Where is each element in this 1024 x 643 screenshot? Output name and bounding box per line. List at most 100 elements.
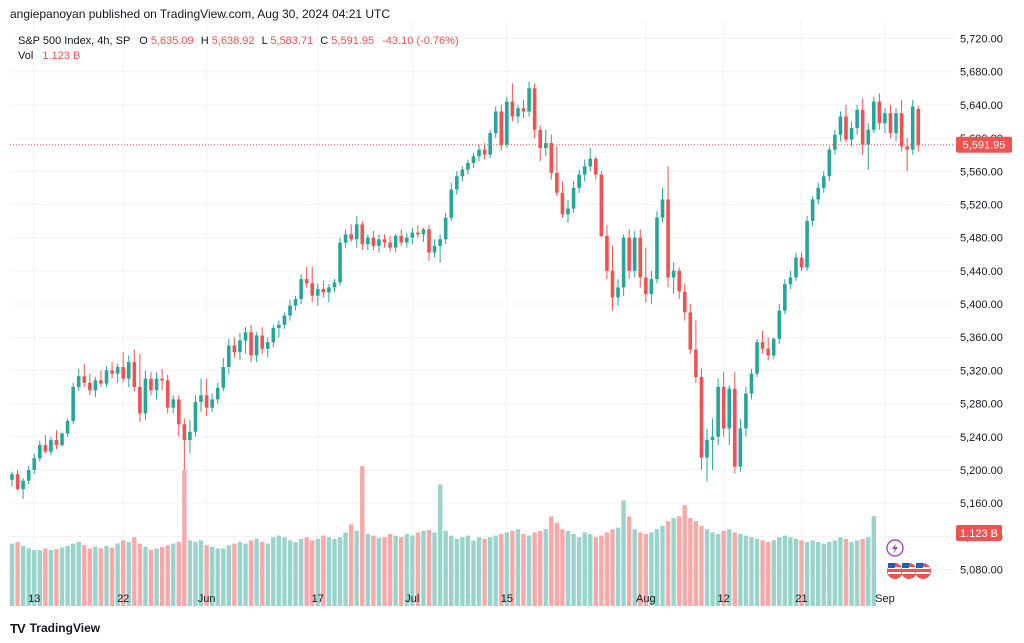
candle[interactable] — [755, 338, 759, 378]
candle[interactable] — [427, 225, 431, 261]
candle[interactable] — [154, 372, 159, 400]
candle[interactable] — [99, 370, 103, 387]
candle[interactable] — [138, 353, 142, 422]
candle[interactable] — [577, 169, 581, 193]
candle[interactable] — [10, 471, 14, 487]
candlesticks[interactable] — [10, 81, 921, 499]
candle[interactable] — [827, 146, 832, 182]
candle[interactable] — [482, 143, 487, 160]
candle[interactable] — [238, 333, 242, 361]
candle[interactable] — [699, 368, 704, 470]
event-markers[interactable] — [886, 539, 931, 579]
candle[interactable] — [82, 363, 87, 387]
us-flag-event-icon[interactable] — [887, 563, 903, 579]
candle[interactable] — [388, 235, 392, 252]
candle[interactable] — [304, 266, 309, 288]
candle[interactable] — [760, 330, 765, 354]
candle[interactable] — [121, 352, 125, 383]
candle[interactable] — [666, 166, 670, 288]
candle[interactable] — [816, 182, 820, 205]
candle[interactable] — [271, 324, 276, 348]
candle[interactable] — [410, 227, 415, 245]
candle[interactable] — [860, 98, 865, 155]
candle[interactable] — [188, 420, 192, 454]
candle[interactable] — [599, 171, 604, 238]
candle[interactable] — [432, 239, 437, 258]
candle[interactable] — [104, 366, 109, 387]
candle[interactable] — [872, 96, 876, 134]
candle[interactable] — [799, 252, 804, 271]
candle[interactable] — [471, 152, 476, 168]
candle[interactable] — [749, 368, 754, 400]
candle[interactable] — [899, 99, 904, 152]
candle[interactable] — [488, 129, 492, 158]
candle[interactable] — [15, 469, 20, 491]
candle[interactable] — [421, 227, 426, 242]
candle[interactable] — [88, 373, 92, 396]
candle[interactable] — [38, 440, 42, 462]
candle[interactable] — [243, 327, 248, 354]
time-axis[interactable]: 13 22 Jun 17 Jul 15 Aug 12 21 Sep — [28, 593, 895, 605]
candle[interactable] — [143, 370, 148, 421]
candle[interactable] — [688, 304, 693, 354]
candle[interactable] — [821, 171, 826, 193]
candle[interactable] — [265, 337, 270, 358]
candle[interactable] — [354, 216, 359, 248]
candle[interactable] — [455, 171, 459, 195]
candle[interactable] — [199, 378, 203, 412]
candle[interactable] — [721, 372, 726, 437]
candle[interactable] — [260, 327, 264, 354]
candle[interactable] — [677, 267, 681, 300]
candle[interactable] — [655, 211, 659, 284]
us-flag-event-icon-3[interactable] — [915, 563, 931, 579]
candle[interactable] — [716, 378, 720, 446]
candle[interactable] — [349, 224, 353, 242]
candle[interactable] — [810, 196, 815, 227]
candle[interactable] — [377, 234, 381, 253]
candle[interactable] — [910, 99, 915, 155]
candle[interactable] — [566, 200, 570, 223]
candle[interactable] — [621, 234, 626, 296]
candle[interactable] — [649, 270, 654, 304]
candle[interactable] — [632, 230, 637, 278]
candle[interactable] — [60, 432, 64, 447]
candle[interactable] — [332, 279, 337, 293]
candle[interactable] — [43, 435, 48, 454]
candle[interactable] — [32, 453, 37, 475]
candle[interactable] — [838, 111, 843, 142]
candle[interactable] — [338, 237, 342, 286]
candle[interactable] — [588, 148, 593, 172]
us-flag-event-icon-2[interactable] — [901, 563, 917, 579]
candle[interactable] — [844, 104, 848, 143]
candle[interactable] — [449, 182, 454, 222]
candle[interactable] — [76, 368, 81, 392]
candle[interactable] — [738, 418, 743, 472]
candle[interactable] — [393, 233, 398, 253]
candle[interactable] — [660, 187, 665, 223]
candle[interactable] — [382, 234, 387, 248]
candle[interactable] — [171, 395, 176, 414]
candle[interactable] — [543, 129, 548, 157]
candle[interactable] — [866, 123, 871, 170]
candle[interactable] — [877, 93, 882, 130]
candle[interactable] — [855, 104, 859, 135]
candle[interactable] — [193, 395, 198, 437]
candle[interactable] — [571, 181, 576, 213]
candle[interactable] — [204, 378, 209, 417]
candle[interactable] — [321, 280, 326, 298]
candle[interactable] — [310, 266, 315, 303]
candle[interactable] — [177, 395, 181, 437]
candle[interactable] — [416, 225, 420, 238]
candle[interactable] — [343, 229, 348, 248]
candle[interactable] — [532, 83, 537, 139]
candle[interactable] — [126, 355, 131, 387]
candle[interactable] — [527, 81, 531, 117]
candle[interactable] — [132, 349, 137, 392]
candle[interactable] — [499, 104, 504, 151]
candle[interactable] — [538, 125, 542, 162]
candle[interactable] — [771, 337, 776, 359]
candle[interactable] — [671, 262, 676, 295]
candle[interactable] — [894, 108, 898, 142]
candle[interactable] — [766, 337, 770, 361]
